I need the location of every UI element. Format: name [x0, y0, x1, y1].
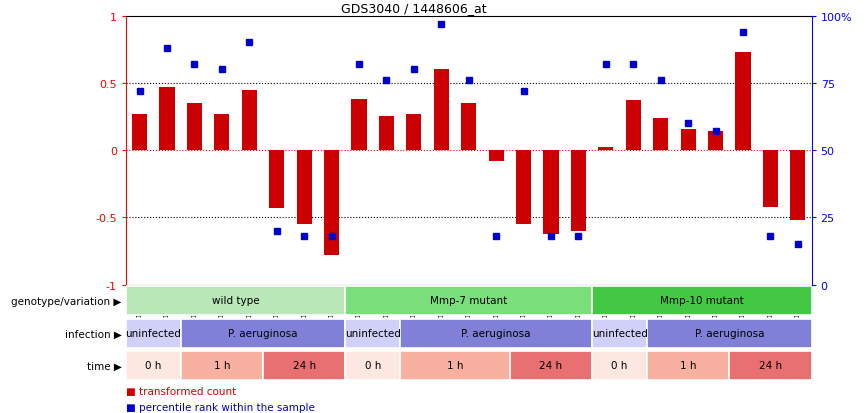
- Text: Mmp-7 mutant: Mmp-7 mutant: [431, 296, 507, 306]
- Bar: [181, 351, 263, 380]
- Bar: [318, 285, 345, 305]
- Bar: [400, 351, 510, 380]
- Bar: [647, 351, 729, 380]
- Bar: [543, 151, 558, 234]
- Bar: [181, 319, 345, 348]
- Bar: [428, 285, 455, 305]
- Bar: [379, 117, 394, 151]
- Text: genotype/variation ▶: genotype/variation ▶: [11, 296, 122, 306]
- Bar: [489, 151, 503, 161]
- Bar: [654, 119, 668, 151]
- Bar: [735, 53, 751, 151]
- Bar: [235, 285, 263, 305]
- Bar: [592, 351, 647, 380]
- Bar: [708, 132, 723, 151]
- Bar: [126, 351, 181, 380]
- Bar: [647, 285, 674, 305]
- Text: 1 h: 1 h: [680, 360, 696, 370]
- Text: 24 h: 24 h: [539, 360, 562, 370]
- Bar: [791, 151, 806, 221]
- Bar: [263, 285, 291, 305]
- Bar: [242, 90, 257, 151]
- Bar: [784, 285, 812, 305]
- Text: 24 h: 24 h: [759, 360, 782, 370]
- Bar: [510, 285, 537, 305]
- Bar: [400, 285, 428, 305]
- Text: 1 h: 1 h: [214, 360, 230, 370]
- Bar: [126, 287, 345, 316]
- Bar: [400, 319, 592, 348]
- Bar: [681, 129, 695, 151]
- Bar: [763, 151, 778, 207]
- Text: uninfected: uninfected: [345, 328, 401, 338]
- Bar: [345, 351, 400, 380]
- Text: time ▶: time ▶: [87, 361, 122, 371]
- Bar: [483, 285, 510, 305]
- Text: 0 h: 0 h: [611, 360, 628, 370]
- Bar: [345, 285, 372, 305]
- Text: uninfected: uninfected: [125, 328, 181, 338]
- Text: 1 h: 1 h: [447, 360, 464, 370]
- Bar: [126, 319, 181, 348]
- Bar: [434, 70, 449, 151]
- Bar: [126, 285, 154, 305]
- Title: GDS3040 / 1448606_at: GDS3040 / 1448606_at: [341, 2, 487, 15]
- Bar: [729, 285, 757, 305]
- Bar: [571, 151, 586, 231]
- Bar: [565, 285, 592, 305]
- Bar: [181, 285, 208, 305]
- Bar: [510, 351, 592, 380]
- Bar: [647, 319, 812, 348]
- Text: P. aeruginosa: P. aeruginosa: [228, 328, 298, 338]
- Bar: [154, 285, 181, 305]
- Bar: [620, 285, 647, 305]
- Bar: [132, 114, 147, 151]
- Bar: [598, 148, 614, 151]
- Bar: [269, 151, 284, 209]
- Bar: [461, 104, 477, 151]
- Bar: [372, 285, 400, 305]
- Text: Mmp-10 mutant: Mmp-10 mutant: [660, 296, 744, 306]
- Bar: [592, 285, 620, 305]
- Bar: [214, 114, 229, 151]
- Text: P. aeruginosa: P. aeruginosa: [694, 328, 764, 338]
- Bar: [592, 287, 812, 316]
- Bar: [729, 351, 812, 380]
- Bar: [626, 101, 641, 151]
- Text: P. aeruginosa: P. aeruginosa: [462, 328, 531, 338]
- Bar: [324, 151, 339, 255]
- Text: ■ transformed count: ■ transformed count: [126, 386, 236, 396]
- Bar: [291, 285, 318, 305]
- Bar: [160, 88, 174, 151]
- Bar: [187, 104, 202, 151]
- Text: uninfected: uninfected: [592, 328, 648, 338]
- Bar: [406, 114, 421, 151]
- Bar: [592, 319, 647, 348]
- Bar: [263, 351, 345, 380]
- Bar: [674, 285, 702, 305]
- Text: 0 h: 0 h: [145, 360, 161, 370]
- Bar: [345, 319, 400, 348]
- Text: 24 h: 24 h: [293, 360, 316, 370]
- Text: ■ percentile rank within the sample: ■ percentile rank within the sample: [126, 402, 315, 412]
- Bar: [702, 285, 729, 305]
- Text: wild type: wild type: [212, 296, 260, 306]
- Bar: [455, 285, 483, 305]
- Bar: [297, 151, 312, 225]
- Bar: [208, 285, 235, 305]
- Text: infection ▶: infection ▶: [64, 328, 122, 339]
- Bar: [537, 285, 565, 305]
- Bar: [757, 285, 784, 305]
- Text: 0 h: 0 h: [365, 360, 381, 370]
- Bar: [345, 287, 592, 316]
- Bar: [352, 100, 366, 151]
- Bar: [516, 151, 531, 225]
